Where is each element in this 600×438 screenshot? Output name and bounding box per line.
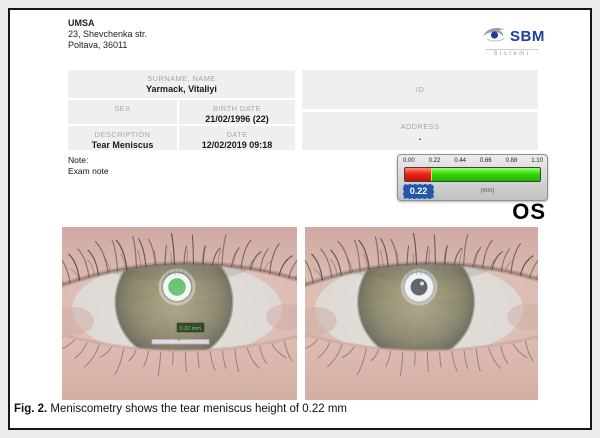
scale-tick: 0.44 — [454, 158, 466, 164]
scale-bar-red — [405, 168, 432, 181]
measured-value-badge: 0.22 — [403, 184, 434, 199]
svg-text:0.22 mm: 0.22 mm — [180, 326, 202, 332]
birth-date-value: 21/02/1996 (22) — [205, 114, 269, 124]
figure-caption-prefix: Fig. 2. — [14, 403, 48, 415]
figure-caption-text: Meniscometry shows the tear meniscus hei… — [47, 403, 347, 415]
report-figure: UMSA 23, Shevchenka str. Poltava, 36011 … — [8, 8, 592, 430]
address-label: ADDRESS — [400, 122, 440, 131]
cell-date: DATE 12/02/2019 09:18 — [179, 126, 295, 150]
scale-tick: 0.88 — [505, 158, 518, 164]
date-label: DATE — [226, 130, 248, 139]
clinic-info: UMSA 23, Shevchenka str. Poltava, 36011 — [68, 18, 147, 51]
birth-date-label: BIRTH DATE — [213, 104, 261, 113]
cell-address: ADDRESS . — [302, 112, 538, 150]
logo-brand-text: SBM — [510, 28, 545, 45]
sbm-logo: SBM Sistemi — [482, 24, 562, 57]
scale-tick: 0.22 — [428, 158, 441, 164]
eye-logo-icon — [482, 24, 508, 49]
note-block: Note: Exam note — [68, 155, 109, 176]
surname-value: Yarmack, Vitaliyi — [146, 84, 217, 94]
scale-unit-label: (mm) — [480, 188, 495, 194]
cell-description: DESCRIPTION Tear Meniscus — [68, 126, 177, 150]
scale-bar-green — [432, 168, 540, 181]
surname-label: SURNAME, NAME — [147, 74, 216, 83]
cell-id: ID — [302, 70, 538, 109]
description-label: DESCRIPTION — [94, 130, 151, 139]
date-value: 12/02/2019 09:18 — [201, 140, 273, 150]
id-label: ID — [415, 85, 425, 94]
logo-sub-text: Sistemi — [486, 49, 538, 57]
clinic-address-line2: Poltava, 36011 — [68, 40, 128, 50]
scale-ticks: 0.00 0.22 0.44 0.66 0.88 1.10 — [403, 158, 543, 164]
meniscus-scale-panel: 0.00 0.22 0.44 0.66 0.88 1.10 0.22 (mm) — [397, 154, 548, 201]
cell-birth-date: BIRTH DATE 21/02/1996 (22) — [179, 100, 295, 124]
scale-tick: 0.66 — [479, 158, 492, 164]
description-value: Tear Meniscus — [91, 140, 154, 150]
clinic-name: UMSA — [68, 18, 95, 28]
scale-bar — [404, 167, 541, 182]
note-value: Exam note — [68, 165, 109, 176]
left-eye-image: 0.22 mm — [62, 227, 297, 400]
cell-surname-name: SURNAME, NAME Yarmack, Vitaliyi — [68, 70, 295, 98]
note-label: Note: — [68, 155, 89, 165]
clinic-address-line1: 23, Shevchenka str. — [68, 29, 148, 39]
sex-label: SEX — [114, 104, 131, 113]
address-value: . — [418, 132, 422, 142]
right-eye-image — [305, 227, 538, 400]
scale-tick: 1.10 — [531, 158, 543, 164]
figure-caption: Fig. 2. Meniscometry shows the tear meni… — [14, 403, 347, 415]
eye-side-label: OS — [512, 199, 546, 224]
scale-tick: 0.00 — [403, 158, 415, 164]
cell-sex: SEX — [68, 100, 177, 124]
